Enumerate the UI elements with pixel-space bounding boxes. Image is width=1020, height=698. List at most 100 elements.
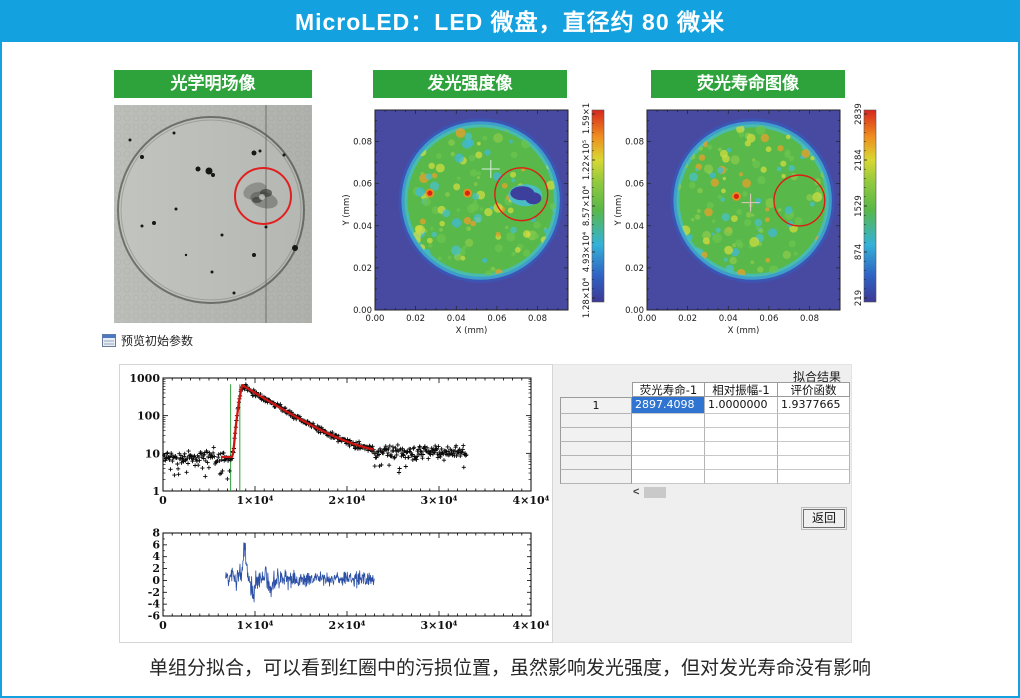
svg-text:874: 874 xyxy=(854,244,864,260)
svg-text:2839: 2839 xyxy=(854,103,864,125)
row-header[interactable] xyxy=(560,456,632,470)
row-header[interactable] xyxy=(560,414,632,428)
svg-text:0.04: 0.04 xyxy=(719,314,738,324)
svg-text:0.08: 0.08 xyxy=(800,314,819,324)
svg-text:X (mm): X (mm) xyxy=(456,326,488,336)
preview-params-label: 预览初始参数 xyxy=(121,334,194,348)
table-cell[interactable] xyxy=(778,442,850,456)
svg-text:0.08: 0.08 xyxy=(625,138,644,148)
svg-text:10: 10 xyxy=(145,447,161,460)
lifetime-map-chart: 0.00 0.02 0.04 0.06 0.08 0.00 0.02 0.04 0.06 0.08… xyxy=(614,103,877,336)
svg-text:Y (mm): Y (mm) xyxy=(614,194,624,226)
svg-text:-6: -6 xyxy=(148,610,161,623)
svg-text:1: 1 xyxy=(152,485,160,498)
svg-text:1529: 1529 xyxy=(854,195,864,217)
svg-text:4: 4 xyxy=(152,550,160,563)
fit-plots-panel: 1 10 100 1000 0 1×10⁴ 2×10⁴ 3×10⁴ 4×10⁴ -6 -4 -2 0 2 4… xyxy=(119,364,553,643)
svg-text:0: 0 xyxy=(159,619,167,632)
table-cell[interactable]: 1.9377665 xyxy=(778,397,850,414)
svg-text:-4: -4 xyxy=(148,598,161,611)
table-cell[interactable] xyxy=(778,470,850,484)
table-cell[interactable] xyxy=(778,456,850,470)
return-button[interactable]: 返回 xyxy=(801,507,847,530)
svg-text:4×10⁴: 4×10⁴ xyxy=(513,494,550,507)
scrollbar-thumb[interactable] xyxy=(644,486,667,498)
table-hscrollbar: < xyxy=(633,486,667,498)
column-header[interactable]: 荧光寿命-1 xyxy=(632,382,705,397)
svg-text:1000: 1000 xyxy=(129,372,160,385)
row-header[interactable]: 1 xyxy=(560,397,632,414)
svg-text:0.08: 0.08 xyxy=(353,138,372,148)
svg-text:3×10⁴: 3×10⁴ xyxy=(421,619,458,632)
table-cell[interactable]: 1.0000000 xyxy=(705,397,778,414)
svg-text:Y (mm): Y (mm) xyxy=(342,194,352,226)
svg-text:0.00: 0.00 xyxy=(366,314,385,324)
svg-text:0.02: 0.02 xyxy=(353,264,372,274)
svg-text:4.93×10⁴: 4.93×10⁴ xyxy=(582,231,592,272)
svg-text:0.06: 0.06 xyxy=(759,314,778,324)
svg-text:0.04: 0.04 xyxy=(353,222,372,232)
column-header[interactable]: 相对振幅-1 xyxy=(705,382,778,397)
svg-text:0.06: 0.06 xyxy=(625,180,644,190)
svg-text:0.04: 0.04 xyxy=(625,222,644,232)
svg-text:1×10⁴: 1×10⁴ xyxy=(237,619,274,632)
page-title: MicroLED：LED 微盘，直径约 80 微米 xyxy=(2,2,1018,42)
table-cell[interactable] xyxy=(632,470,705,484)
table-cell[interactable] xyxy=(778,414,850,428)
panel-label-intensity: 发光强度像 xyxy=(373,70,567,98)
svg-text:2: 2 xyxy=(152,562,160,575)
column-header[interactable]: 评价函数 xyxy=(778,382,850,397)
svg-text:0.02: 0.02 xyxy=(406,314,425,324)
intensity-map-chart: 0.00 0.02 0.04 0.06 0.08 0.00 0.02 0.04 0.06 0.08… xyxy=(342,102,605,336)
svg-text:0.00: 0.00 xyxy=(638,314,657,324)
svg-text:0: 0 xyxy=(152,574,160,587)
table-cell[interactable]: 2897.4098 xyxy=(632,397,705,414)
svg-text:X (mm): X (mm) xyxy=(728,326,760,336)
caption-text: 单组分拟合，可以看到红圈中的污损位置，虽然影响发光强度，但对发光寿命没有影响 xyxy=(148,658,871,679)
fit-results-title: 拟合结果 xyxy=(792,370,841,384)
preview-params-header: 预览初始参数 xyxy=(102,332,193,349)
fit-results-table: 荧光寿命-1 相对振幅-1 评价函数 1 2897.4098 1.0000000 1.937… xyxy=(560,382,850,484)
table-cell[interactable] xyxy=(705,442,778,456)
svg-text:4×10⁴: 4×10⁴ xyxy=(513,619,550,632)
svg-text:2184: 2184 xyxy=(854,149,864,171)
svg-text:0.02: 0.02 xyxy=(678,314,697,324)
table-cell[interactable] xyxy=(705,456,778,470)
svg-text:2×10⁴: 2×10⁴ xyxy=(329,494,366,507)
row-header[interactable] xyxy=(560,428,632,442)
svg-text:0.00: 0.00 xyxy=(353,306,372,316)
table-cell[interactable] xyxy=(705,428,778,442)
table-cell[interactable] xyxy=(705,414,778,428)
svg-text:100: 100 xyxy=(137,410,160,423)
table-corner xyxy=(560,382,632,397)
svg-text:-2: -2 xyxy=(148,586,160,599)
table-cell[interactable] xyxy=(632,442,705,456)
svg-text:2×10⁴: 2×10⁴ xyxy=(329,619,366,632)
table-cell[interactable] xyxy=(778,428,850,442)
svg-text:1.59×10⁵: 1.59×10⁵ xyxy=(582,102,592,134)
svg-text:1.28×10⁴: 1.28×10⁴ xyxy=(582,277,592,318)
scroll-left-arrow-icon[interactable]: < xyxy=(633,486,640,498)
table-cell[interactable] xyxy=(632,414,705,428)
svg-text:0.04: 0.04 xyxy=(447,314,466,324)
svg-text:0.06: 0.06 xyxy=(353,180,372,190)
row-header[interactable] xyxy=(560,470,632,484)
svg-text:1.22×10⁵: 1.22×10⁵ xyxy=(582,140,592,180)
svg-text:3×10⁴: 3×10⁴ xyxy=(421,494,458,507)
svg-text:0.00: 0.00 xyxy=(625,306,644,316)
svg-text:0.06: 0.06 xyxy=(487,314,506,324)
svg-text:0: 0 xyxy=(159,494,167,507)
fit-results-panel: 拟合结果 荧光寿命-1 相对振幅-1 评价函数 1 2897.4098 1.0000000… xyxy=(553,364,852,643)
svg-text:1×10⁴: 1×10⁴ xyxy=(237,494,274,507)
panel-label-lifetime: 荧光寿命图像 xyxy=(651,70,845,98)
row-header[interactable] xyxy=(560,442,632,456)
svg-text:0.02: 0.02 xyxy=(625,264,644,274)
svg-text:6: 6 xyxy=(152,538,160,551)
table-cell[interactable] xyxy=(632,456,705,470)
table-cell[interactable] xyxy=(632,428,705,442)
svg-text:8.57×10⁴: 8.57×10⁴ xyxy=(582,185,592,226)
table-cell[interactable] xyxy=(705,470,778,484)
svg-text:0.08: 0.08 xyxy=(528,314,547,324)
